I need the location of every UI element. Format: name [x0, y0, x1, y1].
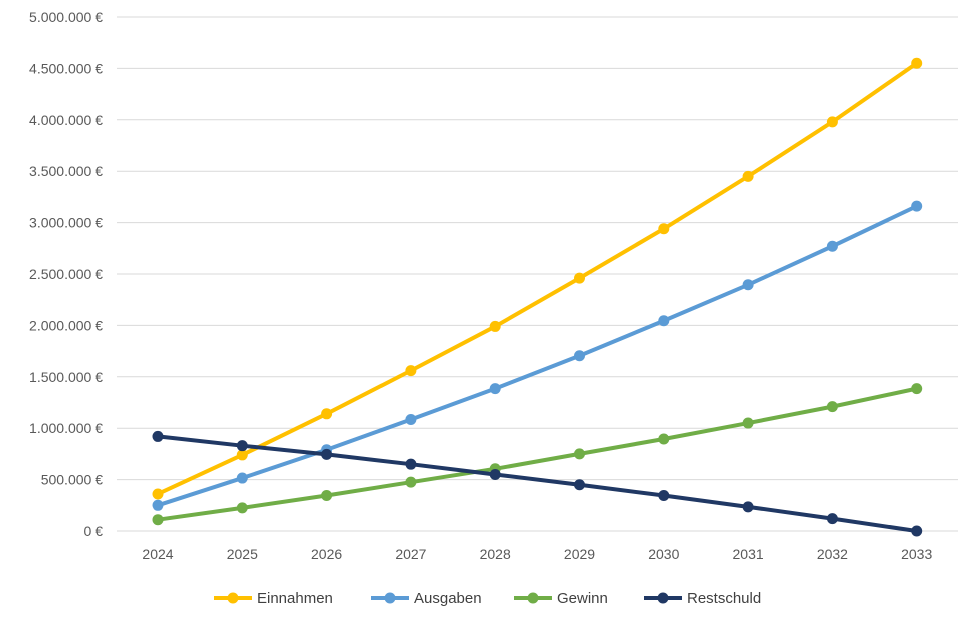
data-point	[489, 320, 501, 332]
x-tick-label: 2031	[733, 546, 764, 562]
data-point	[405, 458, 417, 470]
legend-swatch-marker	[384, 592, 396, 604]
y-tick-label: 2.000.000 €	[29, 317, 103, 333]
y-tick-label: 0 €	[84, 523, 104, 539]
series-lines	[152, 57, 923, 537]
x-axis-tick-labels: 2024 2025 2026 2027 2028 2029 2030 2031 2032 2033	[142, 546, 932, 562]
data-point	[152, 499, 164, 511]
data-point	[236, 440, 248, 452]
data-point	[405, 413, 417, 425]
y-tick-label: 500.000 €	[41, 472, 103, 488]
y-tick-label: 3.000.000 €	[29, 215, 103, 231]
data-point	[405, 365, 417, 377]
data-point	[236, 472, 248, 484]
legend-swatch-marker	[527, 592, 539, 604]
data-point	[658, 223, 670, 235]
gridlines	[117, 16, 958, 532]
y-tick-label: 1.000.000 €	[29, 420, 103, 436]
y-tick-label: 3.500.000 €	[29, 163, 103, 179]
data-point	[826, 116, 838, 128]
data-point	[742, 279, 754, 291]
data-point	[911, 383, 923, 395]
data-point	[911, 525, 923, 537]
legend-label: Restschuld	[687, 590, 761, 607]
data-point	[574, 272, 585, 284]
data-point	[658, 433, 670, 445]
y-axis-tick-labels: 0 € 500.000 € 1.000.000 € 1.500.000 € 2.000.…	[29, 9, 103, 539]
legend-swatch-marker	[227, 592, 239, 604]
legend-label: Einnahmen	[257, 590, 333, 607]
x-tick-label: 2025	[227, 546, 258, 562]
data-point	[321, 408, 333, 420]
series-line	[156, 434, 919, 533]
data-point	[152, 514, 164, 526]
data-point	[826, 240, 838, 252]
data-point	[489, 383, 501, 395]
legend-item: Restschuld	[644, 590, 761, 607]
series-einnahmen	[152, 57, 923, 500]
legend-item: Gewinn	[514, 590, 608, 607]
x-tick-label: 2026	[311, 546, 342, 562]
legend-label: Ausgaben	[414, 590, 482, 607]
data-point	[236, 502, 248, 514]
data-point	[742, 501, 754, 513]
series-gewinn	[152, 383, 923, 526]
data-point	[152, 430, 164, 442]
x-tick-label: 2030	[648, 546, 679, 562]
data-point	[826, 401, 838, 413]
data-point	[658, 490, 670, 502]
y-tick-label: 4.500.000 €	[29, 60, 103, 76]
x-tick-label: 2027	[395, 546, 426, 562]
data-point	[405, 476, 417, 488]
data-point	[489, 468, 501, 480]
x-tick-label: 2032	[817, 546, 848, 562]
data-point	[321, 490, 333, 502]
y-tick-label: 5.000.000 €	[29, 9, 103, 25]
x-tick-label: 2033	[901, 546, 932, 562]
data-point	[826, 513, 838, 525]
legend-label: Gewinn	[557, 590, 608, 607]
data-point	[911, 200, 923, 212]
x-tick-label: 2028	[480, 546, 511, 562]
y-tick-label: 4.000.000 €	[29, 112, 103, 128]
series-line	[156, 386, 919, 522]
data-point	[574, 448, 585, 460]
data-point	[236, 449, 248, 461]
legend: Einnahmen Ausgaben Gewinn Restschuld	[214, 590, 761, 607]
data-point	[574, 350, 585, 362]
series-ausgaben	[152, 200, 923, 511]
x-tick-label: 2024	[142, 546, 173, 562]
y-tick-label: 2.500.000 €	[29, 266, 103, 282]
data-point	[742, 170, 754, 182]
data-point	[911, 57, 923, 69]
data-point	[321, 448, 333, 460]
data-point	[658, 315, 670, 327]
x-tick-label: 2029	[564, 546, 595, 562]
series-line	[156, 61, 919, 496]
series-restschuld	[152, 430, 923, 537]
legend-swatch-marker	[657, 592, 669, 604]
data-point	[152, 488, 164, 500]
series-line	[156, 204, 919, 508]
data-point	[574, 479, 585, 491]
legend-item: Einnahmen	[214, 590, 333, 607]
legend-item: Ausgaben	[371, 590, 482, 607]
data-point	[742, 417, 754, 429]
y-tick-label: 1.500.000 €	[29, 369, 103, 385]
